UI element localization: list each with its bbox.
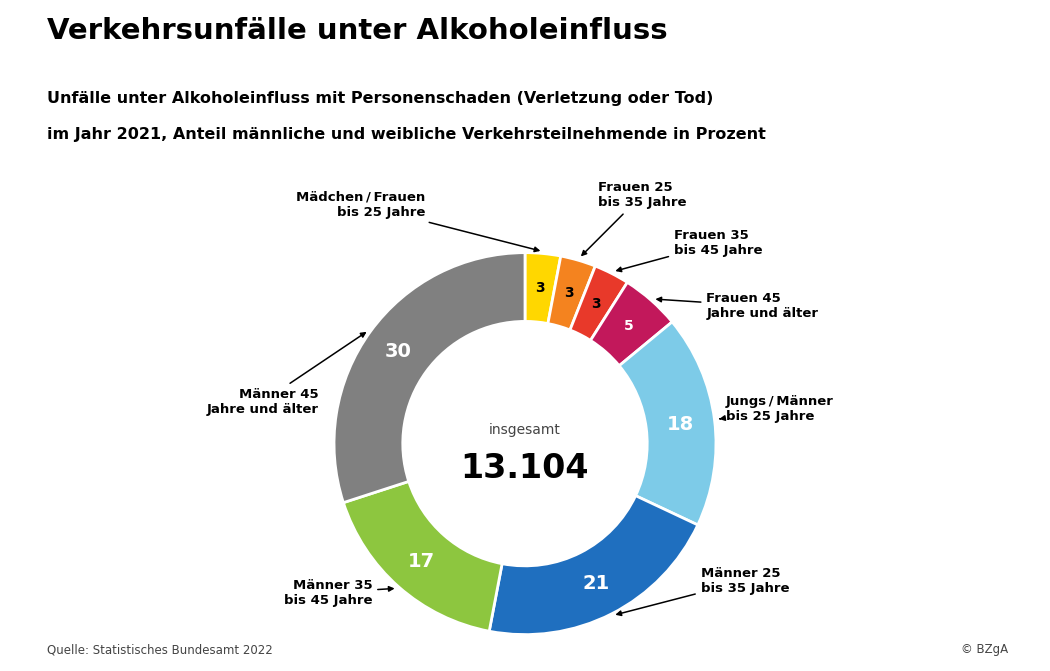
Text: Frauen 35
bis 45 Jahre: Frauen 35 bis 45 Jahre	[617, 229, 762, 272]
Text: Mädchen / Frauen
bis 25 Jahre: Mädchen / Frauen bis 25 Jahre	[296, 191, 539, 252]
Text: 3: 3	[534, 280, 545, 295]
Text: 30: 30	[385, 342, 412, 361]
Text: 13.104: 13.104	[461, 452, 589, 485]
Circle shape	[404, 323, 646, 564]
Wedge shape	[570, 266, 627, 340]
Text: im Jahr 2021, Anteil männliche und weibliche Verkehrsteilnehmende in Prozent: im Jahr 2021, Anteil männliche und weibl…	[47, 127, 766, 142]
Text: Verkehrsunfälle unter Alkoholeinfluss: Verkehrsunfälle unter Alkoholeinfluss	[47, 17, 668, 45]
Text: 5: 5	[624, 319, 633, 333]
Wedge shape	[343, 481, 502, 631]
Wedge shape	[590, 282, 672, 366]
Text: 17: 17	[407, 552, 435, 570]
Text: Frauen 45
Jahre und älter: Frauen 45 Jahre und älter	[657, 292, 818, 320]
Wedge shape	[334, 253, 525, 503]
Text: Männer 25
bis 35 Jahre: Männer 25 bis 35 Jahre	[617, 567, 790, 615]
Text: insgesamt: insgesamt	[489, 423, 561, 437]
Text: Quelle: Statistisches Bundesamt 2022: Quelle: Statistisches Bundesamt 2022	[47, 643, 273, 656]
Text: Männer 35
bis 45 Jahre: Männer 35 bis 45 Jahre	[284, 578, 393, 607]
Text: 3: 3	[564, 287, 573, 300]
Wedge shape	[548, 256, 595, 330]
Text: Unfälle unter Alkoholeinfluss mit Personenschaden (Verletzung oder Tod): Unfälle unter Alkoholeinfluss mit Person…	[47, 91, 714, 105]
Text: 21: 21	[583, 574, 610, 592]
Wedge shape	[525, 253, 561, 323]
Text: Jungs / Männer
bis 25 Jahre: Jungs / Männer bis 25 Jahre	[720, 395, 834, 423]
Text: Frauen 25
bis 35 Jahre: Frauen 25 bis 35 Jahre	[582, 181, 686, 255]
Text: Männer 45
Jahre und älter: Männer 45 Jahre und älter	[207, 333, 365, 415]
Wedge shape	[489, 496, 698, 635]
Text: 18: 18	[667, 415, 694, 433]
Text: © BZgA: © BZgA	[961, 643, 1008, 656]
Wedge shape	[620, 322, 716, 525]
Text: 3: 3	[591, 297, 601, 311]
